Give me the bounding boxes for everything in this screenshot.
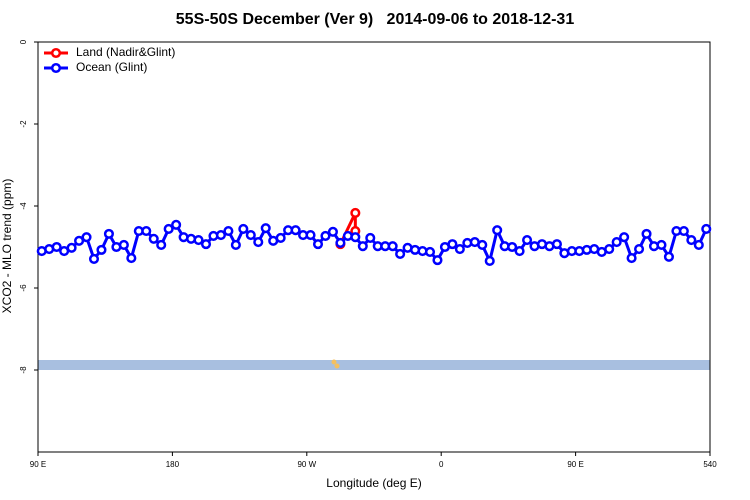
chart-title: 55S-50S December (Ver 9) 2014-09-06 to 2…: [176, 11, 575, 28]
data-point: [126, 253, 137, 264]
data-point: [275, 232, 286, 244]
data-point: [118, 239, 129, 250]
data-point: [432, 255, 443, 266]
x-tick-label: 0: [439, 460, 444, 469]
data-point: [387, 241, 398, 252]
y-axis-label: XCO2 - MLO trend (ppm): [0, 179, 14, 314]
data-point: [163, 223, 174, 235]
data-point: [66, 242, 77, 253]
y-tick-label: -2: [19, 120, 28, 128]
data-point: [223, 225, 234, 237]
x-tick-label: 90 E: [30, 460, 46, 469]
y-tick-label: -4: [19, 202, 28, 210]
data-point: [305, 230, 316, 241]
x-axis-label: Longitude (deg E): [326, 476, 421, 490]
x-tick-label: 90 W: [297, 460, 316, 469]
legend-label: Land (Nadir&Glint): [76, 45, 175, 59]
data-point: [156, 239, 167, 250]
data-point: [634, 244, 645, 255]
data-point: [619, 232, 630, 243]
data-point: [312, 239, 324, 250]
data-point: [320, 230, 331, 241]
data-point: [193, 234, 204, 246]
data-point: [678, 225, 689, 237]
data-point: [424, 246, 436, 257]
y-tick-label: -6: [19, 284, 28, 292]
data-point: [350, 232, 361, 243]
data-point: [365, 232, 376, 244]
data-point: [350, 207, 361, 219]
x-tick-label: 180: [166, 460, 180, 469]
data-point: [626, 253, 637, 264]
legend-marker: [50, 62, 62, 74]
data-point: [357, 241, 368, 252]
data-point: [604, 244, 615, 255]
data-point: [260, 223, 271, 234]
data-point: [551, 239, 562, 250]
data-point: [327, 226, 338, 237]
coverage-dot: [331, 359, 337, 365]
data-point: [74, 235, 85, 246]
data-point: [693, 239, 704, 250]
data-point: [290, 225, 301, 236]
data-point: [245, 230, 256, 241]
plot-frame: [37, 41, 711, 453]
data-point: [484, 255, 495, 266]
data-point: [701, 223, 712, 235]
data-point: [641, 228, 652, 239]
data-point: [230, 239, 241, 250]
x-tick-label: 90 E: [567, 460, 583, 469]
data-point: [81, 232, 92, 243]
data-point: [454, 244, 465, 255]
data-point: [686, 234, 697, 246]
data-point: [656, 239, 667, 250]
data-point: [492, 225, 503, 236]
data-point: [51, 241, 62, 253]
data-point: [215, 230, 226, 241]
data-point: [103, 228, 114, 239]
data-point: [522, 234, 533, 246]
data-point: [477, 239, 488, 250]
coverage-dot: [334, 363, 340, 369]
legend-marker: [50, 47, 62, 59]
data-point: [253, 237, 264, 248]
data-point: [200, 239, 212, 250]
data-point: [96, 244, 107, 255]
data-point: [514, 246, 525, 257]
x-tick-label: 540: [703, 460, 717, 469]
data-point: [88, 253, 100, 264]
y-tick-label: 0: [19, 39, 28, 44]
data-point: [611, 237, 622, 248]
y-tick-label: -8: [19, 366, 28, 374]
data-point: [335, 237, 346, 248]
data-point: [663, 251, 674, 262]
legend-label: Ocean (Glint): [76, 60, 147, 74]
data-point: [171, 219, 182, 230]
data-point: [148, 233, 159, 244]
data-point: [395, 248, 406, 260]
data-point: [447, 239, 458, 250]
data-point: [141, 225, 152, 237]
coverage-band: [38, 360, 710, 370]
data-point: [507, 241, 518, 253]
data-point: [238, 223, 249, 235]
